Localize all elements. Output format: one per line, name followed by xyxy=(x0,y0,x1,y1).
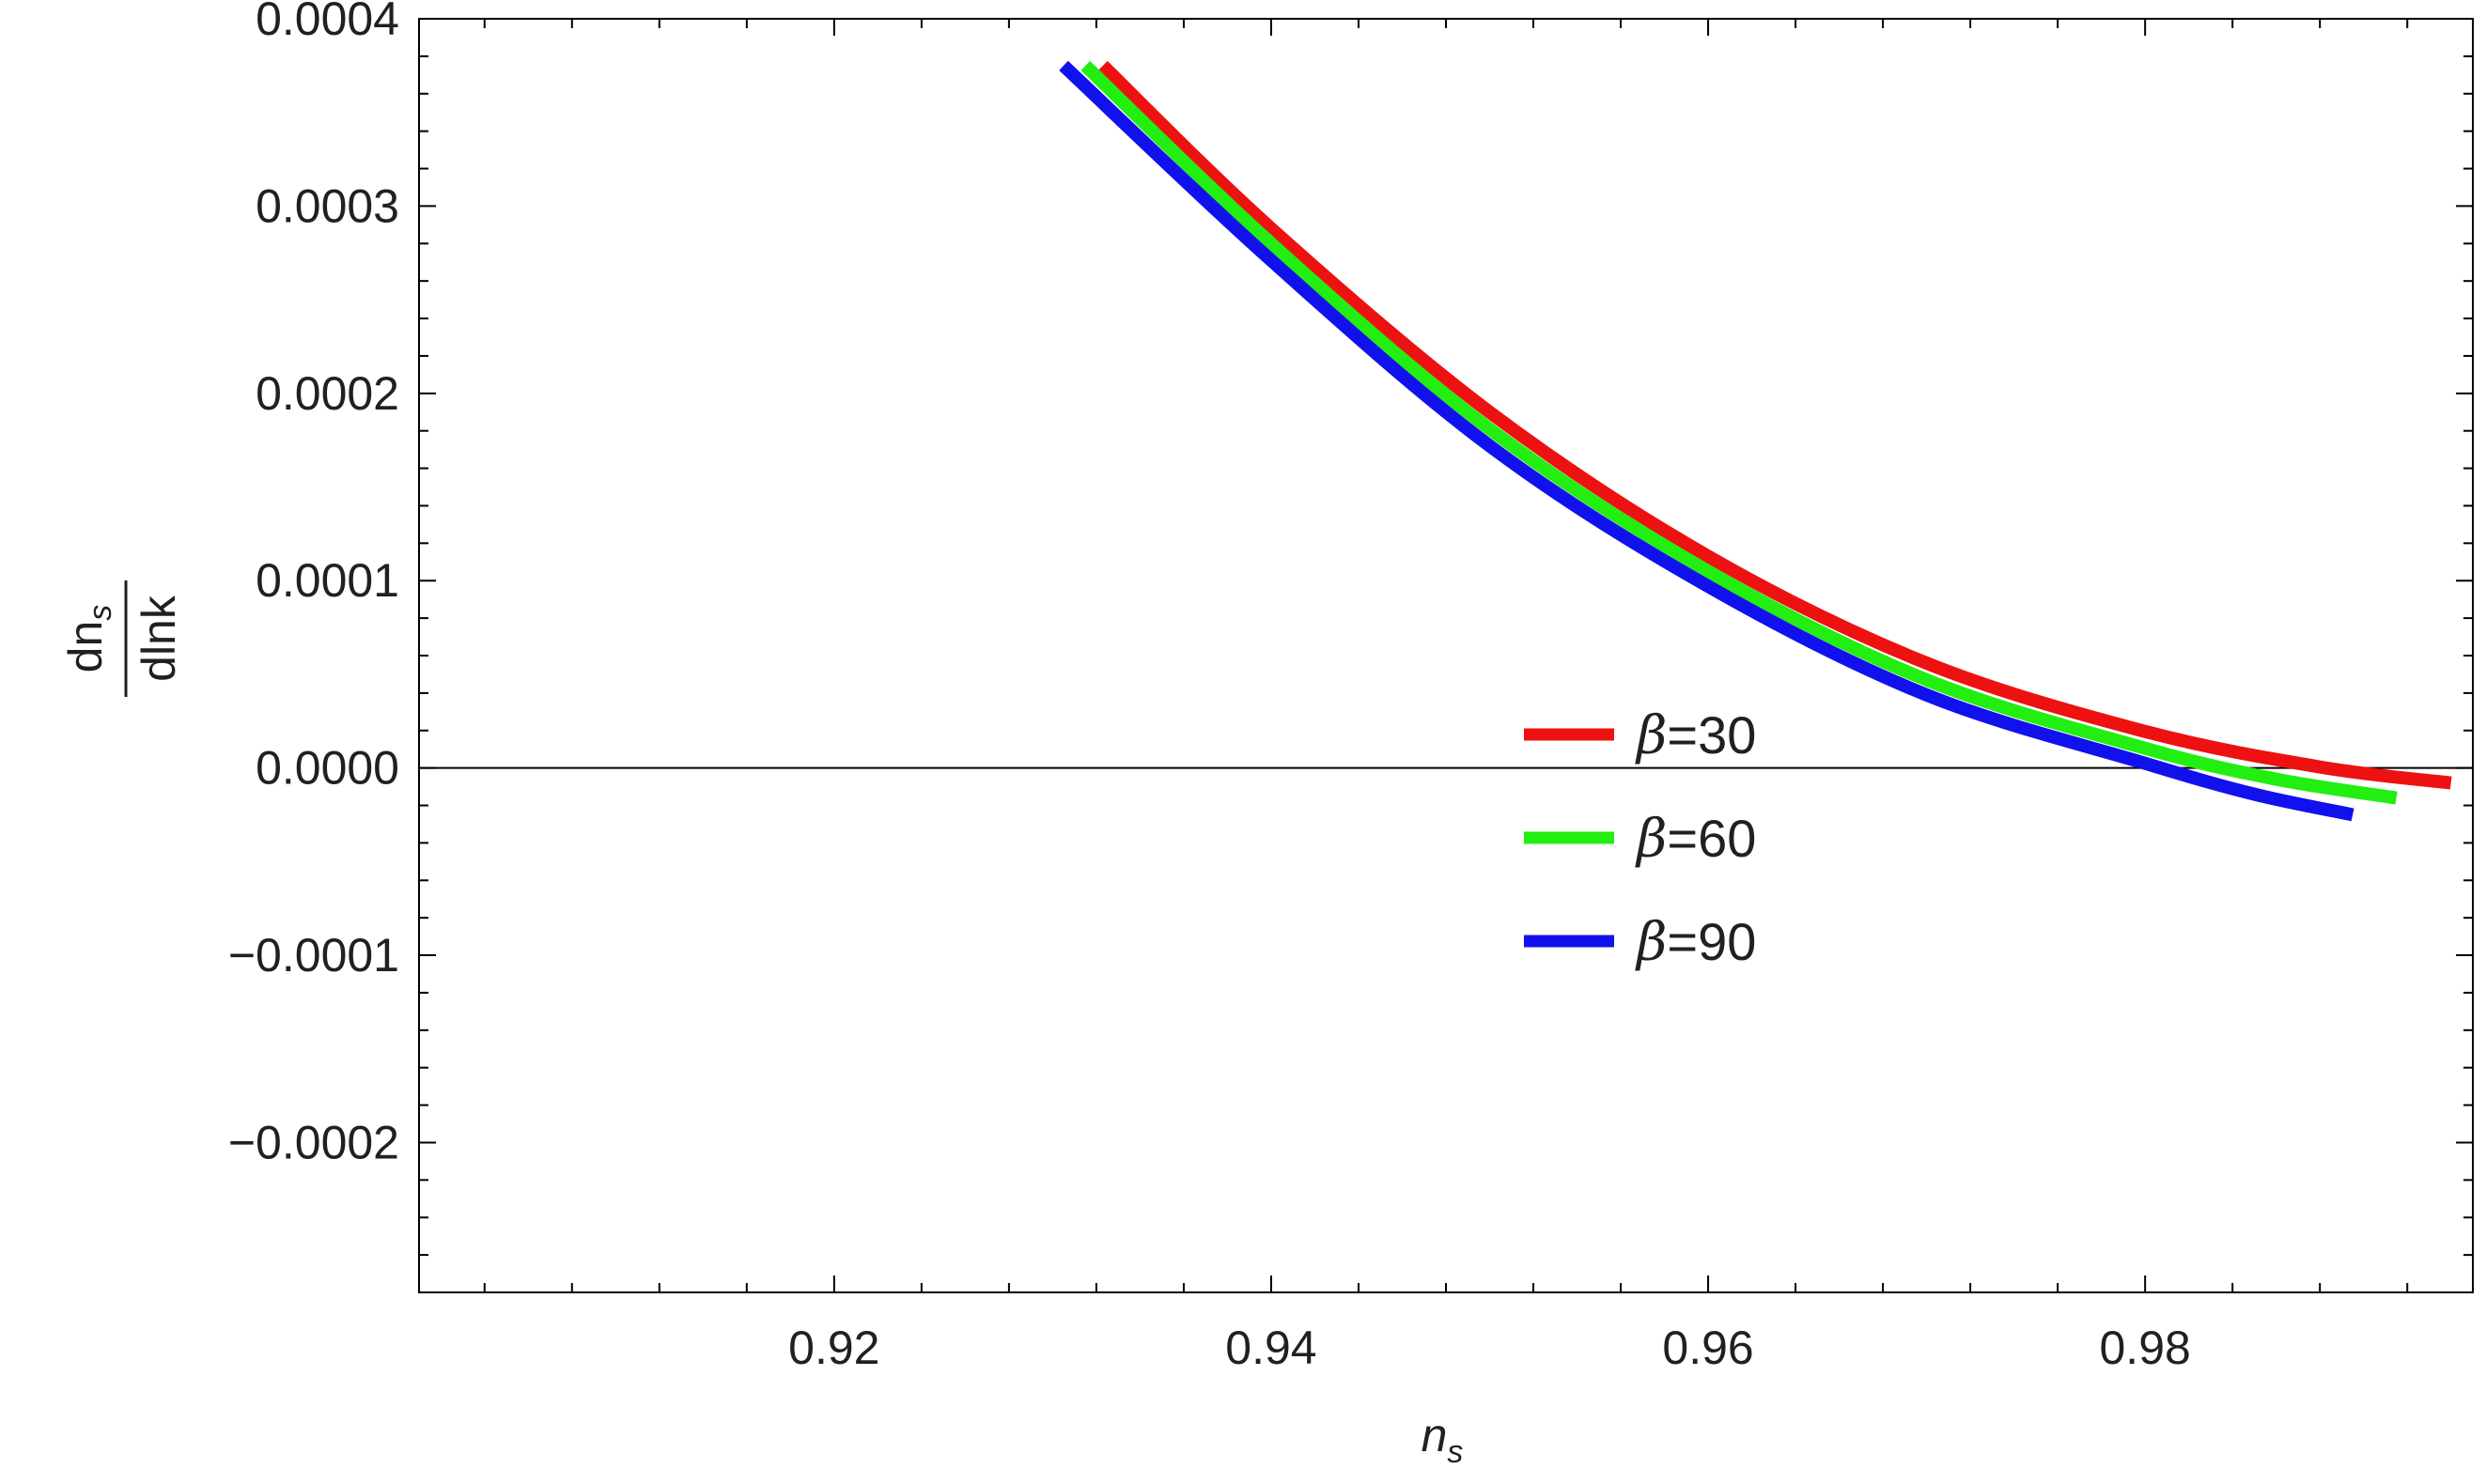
series-group xyxy=(1059,60,2452,822)
x-tick-label: 0.92 xyxy=(788,1322,879,1374)
legend-label-value: =30 xyxy=(1667,705,1756,765)
legend-label-value: =60 xyxy=(1667,809,1756,868)
legend-label-symbol: β xyxy=(1635,912,1667,973)
x-tick-label: 0.94 xyxy=(1225,1322,1316,1374)
y-tick-label: 0.0000 xyxy=(256,742,399,795)
y-axis-title: dns dlnk xyxy=(59,580,185,697)
major-ticks xyxy=(419,18,2473,1292)
y-tick-label: 0.0003 xyxy=(256,179,399,232)
legend-label: β=30 xyxy=(1635,705,1756,766)
y-axis-title-numerator-main: dn xyxy=(59,621,112,673)
y-tick-label: −0.0002 xyxy=(228,1116,399,1168)
legend-label-symbol: β xyxy=(1635,705,1667,766)
minor-ticks xyxy=(419,19,2473,1292)
legend: β=30β=60β=90 xyxy=(1524,705,1756,973)
x-axis-title-main: n xyxy=(1422,1409,1448,1461)
legend-label: β=60 xyxy=(1635,809,1756,870)
y-tick-label: 0.0001 xyxy=(256,554,399,607)
legend-label-value: =90 xyxy=(1667,912,1756,971)
x-tick-label: 0.98 xyxy=(2100,1322,2191,1374)
x-tick-label: 0.96 xyxy=(1662,1322,1753,1374)
plot-frame xyxy=(418,18,2474,1293)
y-tick-label: 0.0002 xyxy=(256,367,399,420)
y-tick-label: 0.0004 xyxy=(256,0,399,45)
legend-label-symbol: β xyxy=(1635,809,1667,870)
y-tick-label: −0.0001 xyxy=(228,929,399,982)
x-axis-title: ns xyxy=(1422,1409,1464,1470)
series-line-2 xyxy=(1080,60,2398,805)
y-axis-title-numerator-sub: s xyxy=(83,605,118,621)
series-line-3 xyxy=(1059,60,2354,822)
series-line-1 xyxy=(1098,60,2452,790)
y-axis-title-denominator: dlnk xyxy=(132,595,185,682)
y-axis-title-numerator: dns xyxy=(59,605,118,673)
x-axis-title-sub: s xyxy=(1447,1434,1463,1470)
legend-label: β=90 xyxy=(1635,912,1756,973)
tick-labels: 0.92 0.94 0.96 0.98 0.0004 0.0003 0.0002 0.0001… xyxy=(228,0,2191,1374)
